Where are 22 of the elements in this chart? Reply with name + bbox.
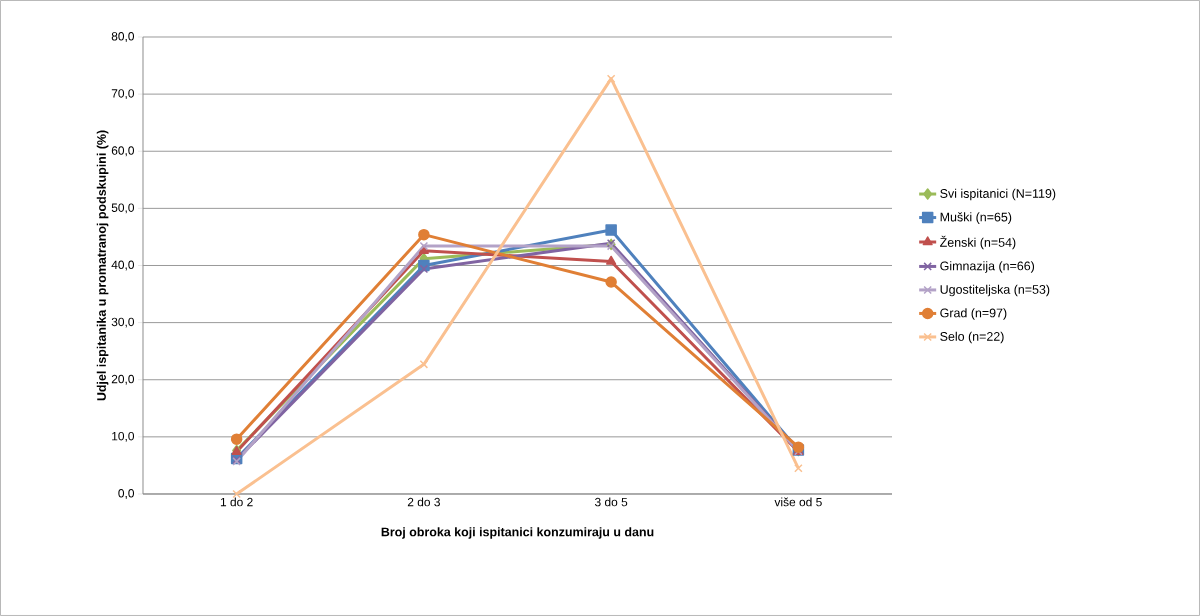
y-tick-label: 80,0 [111,32,135,42]
y-tick-label: 20,0 [111,374,135,385]
y-tick-label: 50,0 [111,203,135,214]
legend-label: Muški (n=65) [940,212,1012,224]
legend-label: Selo (n=22) [940,331,1004,344]
x-tick-label: 2 do 3 [407,497,440,507]
y-tick-label: 40,0 [111,260,135,271]
y-tick-label: 10,0 [112,431,135,442]
legend-label: Ugostiteljska (n=53) [940,284,1050,297]
y-tick-label: 70,0 [111,89,135,100]
legend-label: Ženski (n=54) [940,235,1016,250]
y-axis-title: Udjel ispitanika u promatranoj podskupini (%) [96,130,109,401]
y-tick-label: 30,0 [111,317,135,328]
y-tick-label: 60,0 [111,146,135,157]
x-tick-label: 3 do 5 [594,497,628,507]
x-tick-label: više od 5 [774,497,822,507]
x-tick-label: 1 do 2 [220,497,253,507]
legend-label: Svi ispitanici (N=119) [940,188,1056,201]
x-axis-title: Broj obroka koji ispitanici konzumiraju u danu [381,527,654,539]
legend-label: Grad (n=97) [940,308,1007,320]
y-tick-label: 0,0 [118,489,135,499]
legend-label: Gimnazija (n=66) [940,261,1035,273]
